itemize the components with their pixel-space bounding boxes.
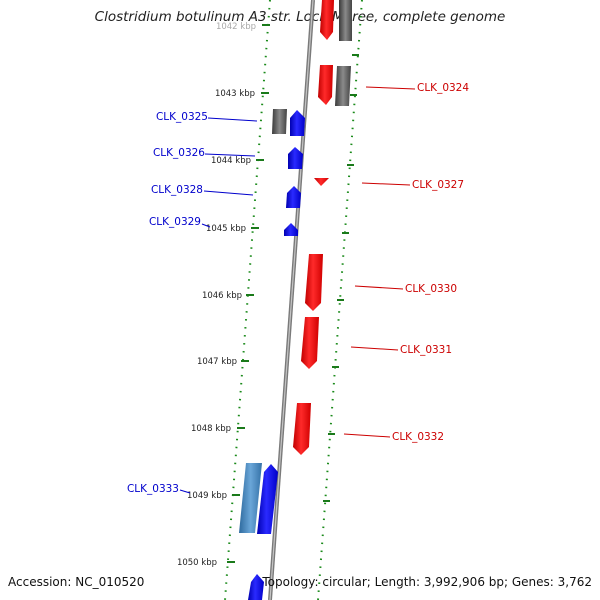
gene-arrow-bottom[interactable] [248,574,264,600]
gene-arrow-clk-0329[interactable] [284,223,298,236]
tick-label: 1049 kbp [187,491,227,501]
gene-label-clk-0325[interactable]: CLK_0325 [156,111,208,123]
tick-label: 1045 kbp [206,224,246,234]
accession-text: Accession: NC_010520 [8,575,145,589]
scale-ticks: 1042 kbp 1043 kbp 1044 kbp 1045 kbp 1046… [177,22,270,568]
genome-summary-text: Topology: circular; Length: 3,992,906 bp… [262,575,592,589]
label-connector [354,285,404,290]
label-connector [204,153,256,157]
label-connector [201,223,211,228]
tick-label: 1046 kbp [202,291,242,301]
map-title: Clostridium botulinum A3 str. Loch Maree… [94,9,506,25]
gene-arrow-clk-0323[interactable] [320,0,334,40]
reverse-strand-genes [293,0,334,455]
reverse-gene-labels: CLK_0324 CLK_0327 CLK_0330 CLK_0331 CLK_… [343,82,469,443]
tick-label: 1048 kbp [191,424,231,434]
gene-arrow-clk-0330[interactable] [305,254,323,311]
forward-gene-labels: CLK_0325 CLK_0326 CLK_0328 CLK_0329 CLK_… [127,111,258,495]
gene-block-grey[interactable] [335,66,351,106]
label-connector [365,86,416,90]
forward-strand-genes [239,110,305,600]
tick-label: 1044 kbp [211,156,251,166]
label-connector [343,433,391,438]
gene-label-clk-0327[interactable]: CLK_0327 [412,179,464,191]
gene-block-clk-0333[interactable] [239,463,262,533]
gene-block-grey[interactable] [272,109,287,134]
gene-label-clk-0333[interactable]: CLK_0333 [127,483,179,495]
tick-label: 1047 kbp [197,357,237,367]
genome-backbone-highlight [269,0,314,600]
tick-label: 1042 kbp [216,22,256,32]
gene-label-clk-0331[interactable]: CLK_0331 [400,344,452,356]
other-genes [272,0,352,134]
label-connector [179,489,191,494]
gene-arrow-clk-0325[interactable] [290,110,305,136]
label-connector [203,190,254,196]
right-track-dashes [323,54,359,502]
gene-label-clk-0328[interactable]: CLK_0328 [151,184,203,196]
gene-arrow-clk-0328[interactable] [286,186,301,208]
label-connector [361,182,411,186]
gene-arrow-clk-0326[interactable] [288,147,303,169]
gene-block-grey[interactable] [339,0,352,41]
gene-label-clk-0324[interactable]: CLK_0324 [417,82,469,94]
gene-arrow-clk-0324[interactable] [318,65,333,105]
gene-label-clk-0326[interactable]: CLK_0326 [153,147,205,159]
label-connector [207,117,258,122]
gene-arrow-clk-0327[interactable] [314,178,329,186]
gene-arrow-clk-0332[interactable] [293,403,311,455]
tick-label: 1043 kbp [215,89,255,99]
gene-arrow-clk-0331[interactable] [301,317,319,369]
label-connector [350,346,399,351]
gene-label-clk-0329[interactable]: CLK_0329 [149,216,201,228]
tick-label: 1050 kbp [177,558,217,568]
gene-arrow-clk-0333b[interactable] [257,464,278,534]
gene-label-clk-0330[interactable]: CLK_0330 [405,283,457,295]
gene-label-clk-0332[interactable]: CLK_0332 [392,431,444,443]
